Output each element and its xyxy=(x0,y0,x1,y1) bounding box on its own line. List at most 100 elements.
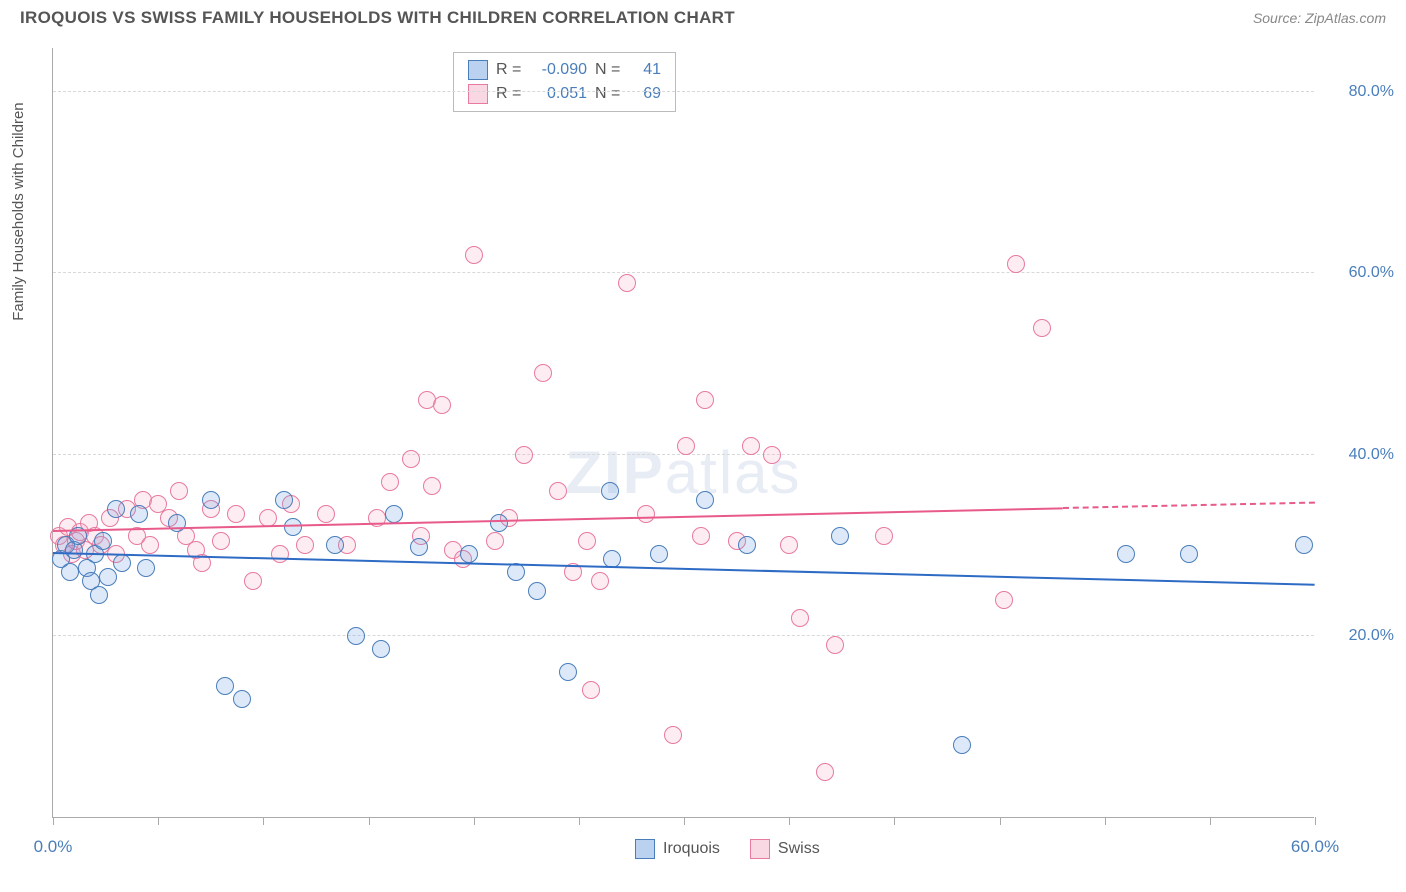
data-point xyxy=(284,518,302,536)
gridline xyxy=(53,91,1314,92)
data-point xyxy=(212,532,230,550)
stat-n-swiss: 69 xyxy=(631,85,661,103)
data-point xyxy=(202,491,220,509)
data-point xyxy=(534,364,552,382)
legend-item-swiss: Swiss xyxy=(750,839,820,859)
x-tick-label: 0.0% xyxy=(34,837,73,857)
data-point xyxy=(271,545,289,563)
y-tick-label: 60.0% xyxy=(1324,264,1394,282)
data-point xyxy=(831,527,849,545)
data-point xyxy=(559,663,577,681)
legend-label: Swiss xyxy=(778,840,820,858)
x-tick xyxy=(894,817,895,825)
x-tick-label: 60.0% xyxy=(1291,837,1339,857)
y-axis-label: Family Households with Children xyxy=(10,102,27,320)
data-point xyxy=(549,482,567,500)
data-point xyxy=(130,505,148,523)
stat-label-r: R = xyxy=(496,85,524,103)
x-tick xyxy=(789,817,790,825)
x-tick xyxy=(1000,817,1001,825)
data-point xyxy=(780,536,798,554)
stat-r-iroquois: -0.090 xyxy=(532,61,587,79)
data-point xyxy=(381,473,399,491)
data-point xyxy=(460,545,478,563)
y-tick-label: 40.0% xyxy=(1324,446,1394,464)
data-point xyxy=(275,491,293,509)
data-point xyxy=(1007,255,1025,273)
data-point xyxy=(233,690,251,708)
x-tick xyxy=(684,817,685,825)
data-point xyxy=(650,545,668,563)
stats-row-iroquois: R = -0.090 N = 41 xyxy=(468,58,661,82)
data-point xyxy=(61,563,79,581)
chart-plot-area: ZIPatlas R = -0.090 N = 41 R = 0.051 N =… xyxy=(52,48,1314,818)
data-point xyxy=(385,505,403,523)
data-point xyxy=(515,446,533,464)
data-point xyxy=(244,572,262,590)
data-point xyxy=(791,609,809,627)
data-point xyxy=(875,527,893,545)
legend-item-iroquois: Iroquois xyxy=(635,839,720,859)
data-point xyxy=(995,591,1013,609)
data-point xyxy=(578,532,596,550)
data-point xyxy=(410,538,428,556)
x-tick xyxy=(1105,817,1106,825)
stats-row-swiss: R = 0.051 N = 69 xyxy=(468,82,661,106)
data-point xyxy=(317,505,335,523)
data-point xyxy=(486,532,504,550)
data-point xyxy=(170,482,188,500)
legend-swatch-iroquois xyxy=(635,839,655,859)
stat-label-n: N = xyxy=(595,85,623,103)
data-point xyxy=(692,527,710,545)
data-point xyxy=(137,559,155,577)
data-point xyxy=(433,396,451,414)
x-tick xyxy=(474,817,475,825)
data-point xyxy=(490,514,508,532)
data-point xyxy=(618,274,636,292)
swatch-swiss xyxy=(468,84,488,104)
x-tick xyxy=(579,817,580,825)
data-point xyxy=(141,536,159,554)
data-point xyxy=(90,586,108,604)
data-point xyxy=(99,568,117,586)
correlation-stats-box: R = -0.090 N = 41 R = 0.051 N = 69 xyxy=(453,52,676,112)
gridline xyxy=(53,272,1314,273)
data-point xyxy=(113,554,131,572)
data-point xyxy=(1033,319,1051,337)
data-point xyxy=(637,505,655,523)
data-point xyxy=(296,536,314,554)
stat-n-iroquois: 41 xyxy=(631,61,661,79)
data-point xyxy=(507,563,525,581)
data-point xyxy=(227,505,245,523)
data-point xyxy=(742,437,760,455)
data-point xyxy=(347,627,365,645)
data-point xyxy=(465,246,483,264)
x-tick xyxy=(158,817,159,825)
x-tick xyxy=(1210,817,1211,825)
trend-line xyxy=(1063,502,1315,509)
stat-label-r: R = xyxy=(496,61,524,79)
data-point xyxy=(1117,545,1135,563)
legend-label: Iroquois xyxy=(663,840,720,858)
chart-title: IROQUOIS VS SWISS FAMILY HOUSEHOLDS WITH… xyxy=(20,8,735,28)
data-point xyxy=(953,736,971,754)
data-point xyxy=(1295,536,1313,554)
x-tick xyxy=(53,817,54,825)
data-point xyxy=(816,763,834,781)
x-tick xyxy=(369,817,370,825)
y-tick-label: 80.0% xyxy=(1324,83,1394,101)
x-tick xyxy=(263,817,264,825)
data-point xyxy=(402,450,420,468)
data-point xyxy=(826,636,844,654)
data-point xyxy=(372,640,390,658)
data-point xyxy=(591,572,609,590)
data-point xyxy=(1180,545,1198,563)
data-point xyxy=(326,536,344,554)
data-point xyxy=(528,582,546,600)
x-tick xyxy=(1315,817,1316,825)
data-point xyxy=(738,536,756,554)
data-point xyxy=(582,681,600,699)
data-point xyxy=(696,391,714,409)
data-point xyxy=(763,446,781,464)
legend: Iroquois Swiss xyxy=(635,839,820,859)
